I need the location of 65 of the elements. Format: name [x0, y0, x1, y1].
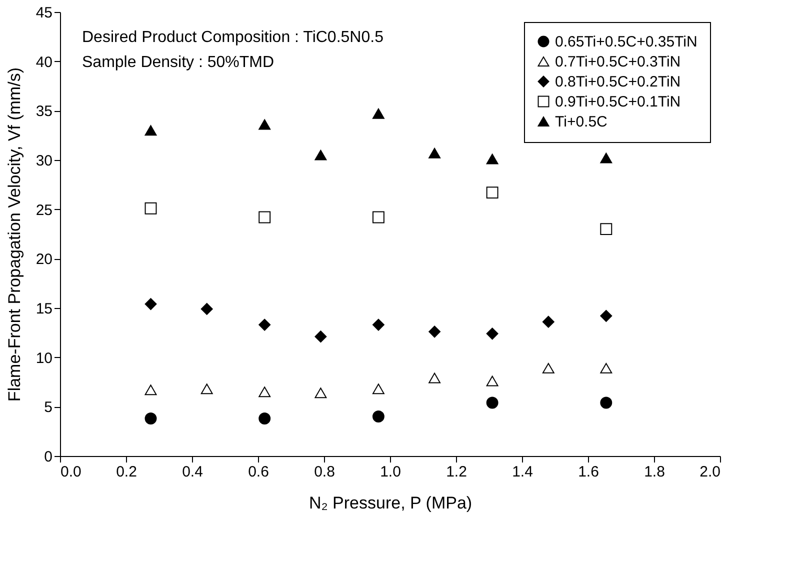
y-axis-title: Flame-Front Propagation Velocity, Vf (mm/s)	[4, 67, 24, 402]
point	[542, 316, 554, 328]
point	[372, 211, 384, 224]
point	[600, 152, 612, 164]
y-tick-label: 40	[36, 54, 52, 71]
point	[258, 318, 271, 331]
legend-label: 0.8Ti+0.5C+0.2TiN	[555, 74, 681, 90]
point	[600, 310, 612, 322]
x-tick-label: 0.0	[60, 464, 82, 480]
point	[428, 372, 441, 384]
y-tick-label: 30	[36, 152, 52, 170]
point	[486, 376, 498, 386]
y-tick-label: 15	[36, 300, 52, 318]
point	[200, 384, 213, 394]
point	[372, 384, 384, 394]
y-tick-label: 10	[36, 350, 52, 367]
point	[486, 396, 498, 409]
legend-label: 0.9Ti+0.5C+0.1TiN	[555, 94, 681, 110]
x-tick-label: 0.2	[116, 464, 137, 480]
point	[258, 211, 271, 224]
point	[144, 412, 157, 424]
point	[314, 150, 327, 160]
y-tick-label: 35	[36, 103, 52, 120]
point	[258, 386, 271, 398]
x-tick-label: 1.6	[578, 464, 599, 480]
point	[200, 303, 213, 315]
point	[486, 328, 498, 340]
point	[428, 326, 441, 338]
y-tick-label: 5	[44, 399, 52, 416]
x-tick-label: 0.4	[182, 464, 203, 480]
point	[486, 154, 498, 164]
legend-label: Ti+0.5C	[555, 114, 608, 130]
point	[542, 362, 554, 374]
point	[144, 125, 157, 136]
x-tick-label: 2.0	[700, 464, 720, 480]
y-tick-label: 0	[44, 448, 52, 466]
legend-label: 0.65Ti+0.5C+0.35TiN	[555, 34, 698, 50]
point	[314, 330, 327, 343]
point	[372, 410, 384, 422]
point	[600, 223, 612, 236]
y-tick-label: 20	[36, 251, 52, 268]
point	[258, 412, 271, 424]
point	[372, 108, 384, 119]
x-axis-title: N₂ Pressure, P (MPa)	[308, 494, 472, 512]
annotation: Desired Product Composition : TiC0.5N0.5	[82, 29, 384, 46]
point	[258, 119, 271, 130]
x-tick-label: 0.8	[314, 464, 335, 480]
point	[144, 298, 157, 310]
point	[486, 186, 498, 199]
annotation: Sample Density : 50%TMD	[82, 54, 274, 71]
point	[600, 396, 612, 409]
point	[314, 388, 327, 398]
y-tick-label: 25	[36, 202, 52, 219]
point	[144, 384, 157, 396]
legend-label: 0.7Ti+0.5C+0.3TiN	[555, 54, 681, 70]
x-tick-label: 1.4	[512, 464, 533, 480]
point	[600, 362, 612, 374]
point	[144, 202, 157, 214]
point	[428, 148, 441, 158]
x-tick-label: 1.8	[644, 464, 665, 480]
x-tick-label: 1.0	[380, 464, 401, 480]
x-tick-label: 1.2	[446, 464, 467, 480]
x-tick-label: 0.6	[248, 464, 269, 480]
y-tick-label: 45	[36, 4, 52, 22]
point	[372, 318, 384, 331]
